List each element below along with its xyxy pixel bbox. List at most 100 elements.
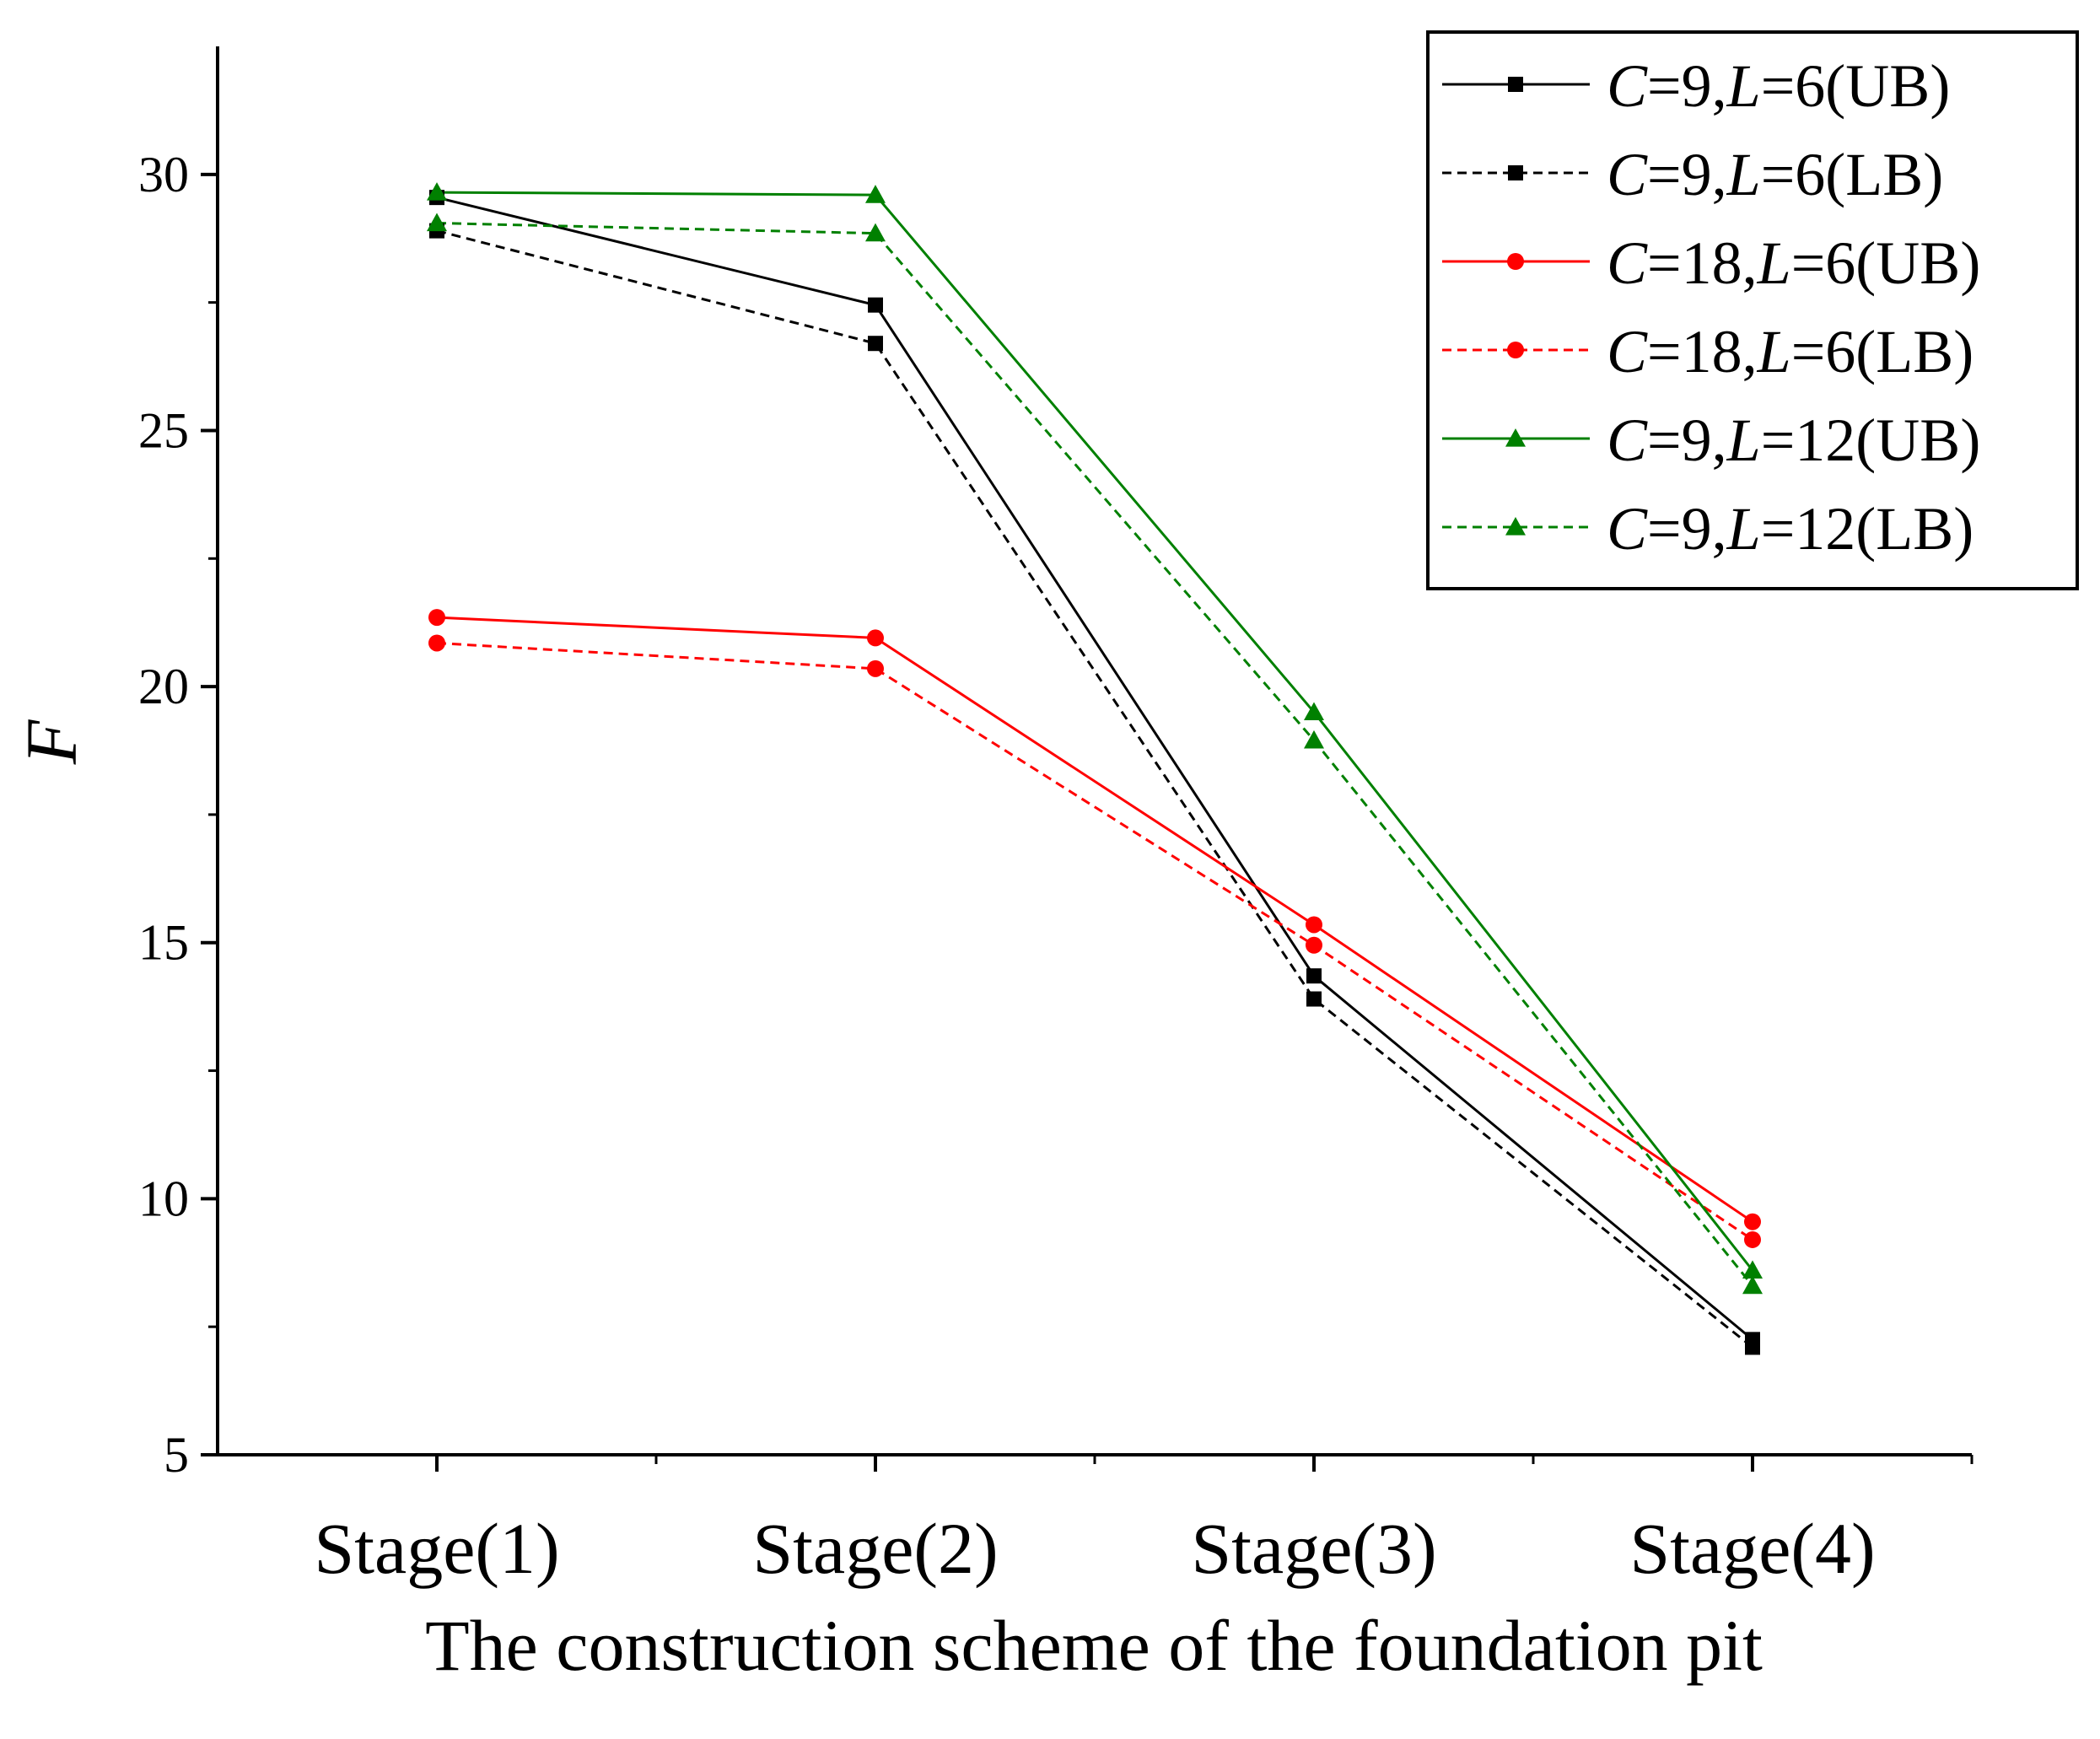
legend-label-eq: = — [1647, 141, 1682, 208]
legend-label-paren: ) — [1953, 318, 1973, 385]
legend-label: C=9,L=6(LB) — [1607, 141, 1943, 208]
y-tick-label: 25 — [138, 402, 189, 458]
y-tick-label: 20 — [138, 659, 189, 714]
legend-label-comma: , — [1712, 495, 1727, 563]
data-point-2-1 — [867, 629, 884, 647]
data-point-5-2 — [1304, 730, 1324, 749]
legend-label-comma: , — [1712, 406, 1727, 474]
series-line-5 — [436, 222, 1754, 1287]
legend-label-l-val: 6 — [1795, 141, 1825, 208]
legend-swatch-marker — [1505, 517, 1526, 536]
series-line-1 — [436, 229, 1753, 1349]
markers-layer — [427, 182, 1763, 1355]
y-tick-label: 5 — [164, 1427, 189, 1483]
data-point-2-0 — [428, 609, 445, 627]
legend-label-paren: ) — [1960, 406, 1980, 474]
series-layer — [436, 191, 1754, 1349]
y-tick-label: 10 — [138, 1171, 189, 1226]
legend-swatch-marker — [1507, 342, 1524, 358]
data-point-0-2 — [1306, 968, 1322, 984]
legend-label-l-var: L — [1757, 229, 1791, 297]
legend-label-c-var: C — [1607, 318, 1648, 385]
x-tick-label: Stage(4) — [1629, 1508, 1875, 1589]
legend-label: C=9,L=6(UB) — [1607, 52, 1950, 120]
legend-label-eq: = — [1791, 318, 1826, 385]
legend-label-bound: UB — [1876, 229, 1960, 297]
legend-label-c-var: C — [1607, 52, 1648, 120]
data-point-3-1 — [867, 660, 884, 677]
data-point-5-1 — [865, 223, 886, 242]
legend-label-c-val: 9 — [1682, 495, 1712, 563]
legend-label-l-val: 6 — [1795, 52, 1825, 120]
legend-label-comma: , — [1712, 141, 1727, 208]
data-point-4-3 — [1742, 1260, 1763, 1279]
legend-box — [1426, 30, 2079, 590]
legend-label-eq: = — [1647, 229, 1682, 297]
legend-label-c-var: C — [1607, 229, 1648, 297]
legend-label-bound: LB — [1876, 318, 1953, 385]
series-line-4 — [436, 191, 1754, 1272]
x-tick-label: Stage(1) — [314, 1508, 559, 1589]
legend-label-c-val: 9 — [1682, 406, 1712, 474]
data-point-0-1 — [868, 297, 883, 313]
series-line-0 — [436, 196, 1753, 1341]
y-axis-title: F — [11, 719, 92, 765]
legend-label-paren: ) — [1960, 229, 1980, 297]
data-point-5-0 — [427, 213, 447, 232]
legend-label-eq: = — [1761, 495, 1796, 563]
legend-swatch-marker — [1505, 428, 1526, 447]
data-point-5-3 — [1742, 1275, 1763, 1295]
legend-label-bound: UB — [1845, 52, 1930, 120]
legend-label-paren: ( — [1825, 52, 1845, 120]
legend-label-l-var: L — [1726, 141, 1761, 208]
series-line-3 — [436, 641, 1753, 1241]
legend-label-c-var: C — [1607, 141, 1648, 208]
legend-label-eq: = — [1791, 229, 1826, 297]
legend-label-c-val: 18 — [1682, 229, 1742, 297]
legend-label-c-var: C — [1607, 406, 1648, 474]
legend-label-eq: = — [1647, 495, 1682, 563]
legend-label-comma: , — [1742, 318, 1758, 385]
legend-label-l-var: L — [1726, 52, 1761, 120]
legend-label: C=9,L=12(LB) — [1607, 495, 1973, 563]
data-point-1-2 — [1306, 991, 1322, 1007]
data-point-4-0 — [427, 182, 447, 201]
legend-label: C=9,L=12(UB) — [1607, 406, 1980, 474]
legend-label-l-val: 12 — [1795, 495, 1855, 563]
legend-swatch-marker — [1508, 165, 1523, 180]
x-axis-title: The construction scheme of the foundatio… — [425, 1605, 1763, 1686]
legend-label-bound: UB — [1876, 406, 1960, 474]
data-point-1-1 — [868, 336, 883, 352]
y-tick-label: 15 — [138, 915, 189, 971]
legend-label-l-val: 6 — [1825, 229, 1855, 297]
legend-label-eq: = — [1761, 406, 1796, 474]
data-point-4-2 — [1304, 702, 1324, 721]
legend-label-l-var: L — [1726, 495, 1761, 563]
data-point-2-3 — [1744, 1213, 1761, 1230]
legend-label-paren: ( — [1855, 406, 1876, 474]
data-point-3-0 — [428, 634, 445, 652]
series-line-2 — [436, 616, 1753, 1223]
legend-label: C=18,L=6(UB) — [1607, 229, 1980, 297]
legend-label-c-val: 18 — [1682, 318, 1742, 385]
legend-label-c-var: C — [1607, 495, 1648, 563]
x-tick-label: Stage(2) — [752, 1508, 998, 1589]
legend-label: C=18,L=6(LB) — [1607, 318, 1973, 385]
legend-label-l-var: L — [1757, 318, 1791, 385]
data-point-3-3 — [1744, 1230, 1761, 1248]
legend-label-paren: ( — [1855, 318, 1876, 385]
data-point-1-3 — [1745, 1339, 1760, 1355]
legend-label-eq: = — [1647, 52, 1682, 120]
legend-label-l-val: 6 — [1825, 318, 1855, 385]
legend-label-bound: LB — [1845, 141, 1923, 208]
legend-label-l-val: 12 — [1795, 406, 1855, 474]
legend-label-comma: , — [1742, 229, 1758, 297]
legend-label-paren: ( — [1855, 229, 1876, 297]
data-point-4-1 — [865, 185, 886, 203]
legend-label-comma: , — [1712, 52, 1727, 120]
legend-label-l-var: L — [1726, 406, 1761, 474]
legend-label-eq: = — [1647, 318, 1682, 385]
legend-label-c-val: 9 — [1682, 52, 1712, 120]
legend-swatch-marker — [1507, 253, 1524, 270]
